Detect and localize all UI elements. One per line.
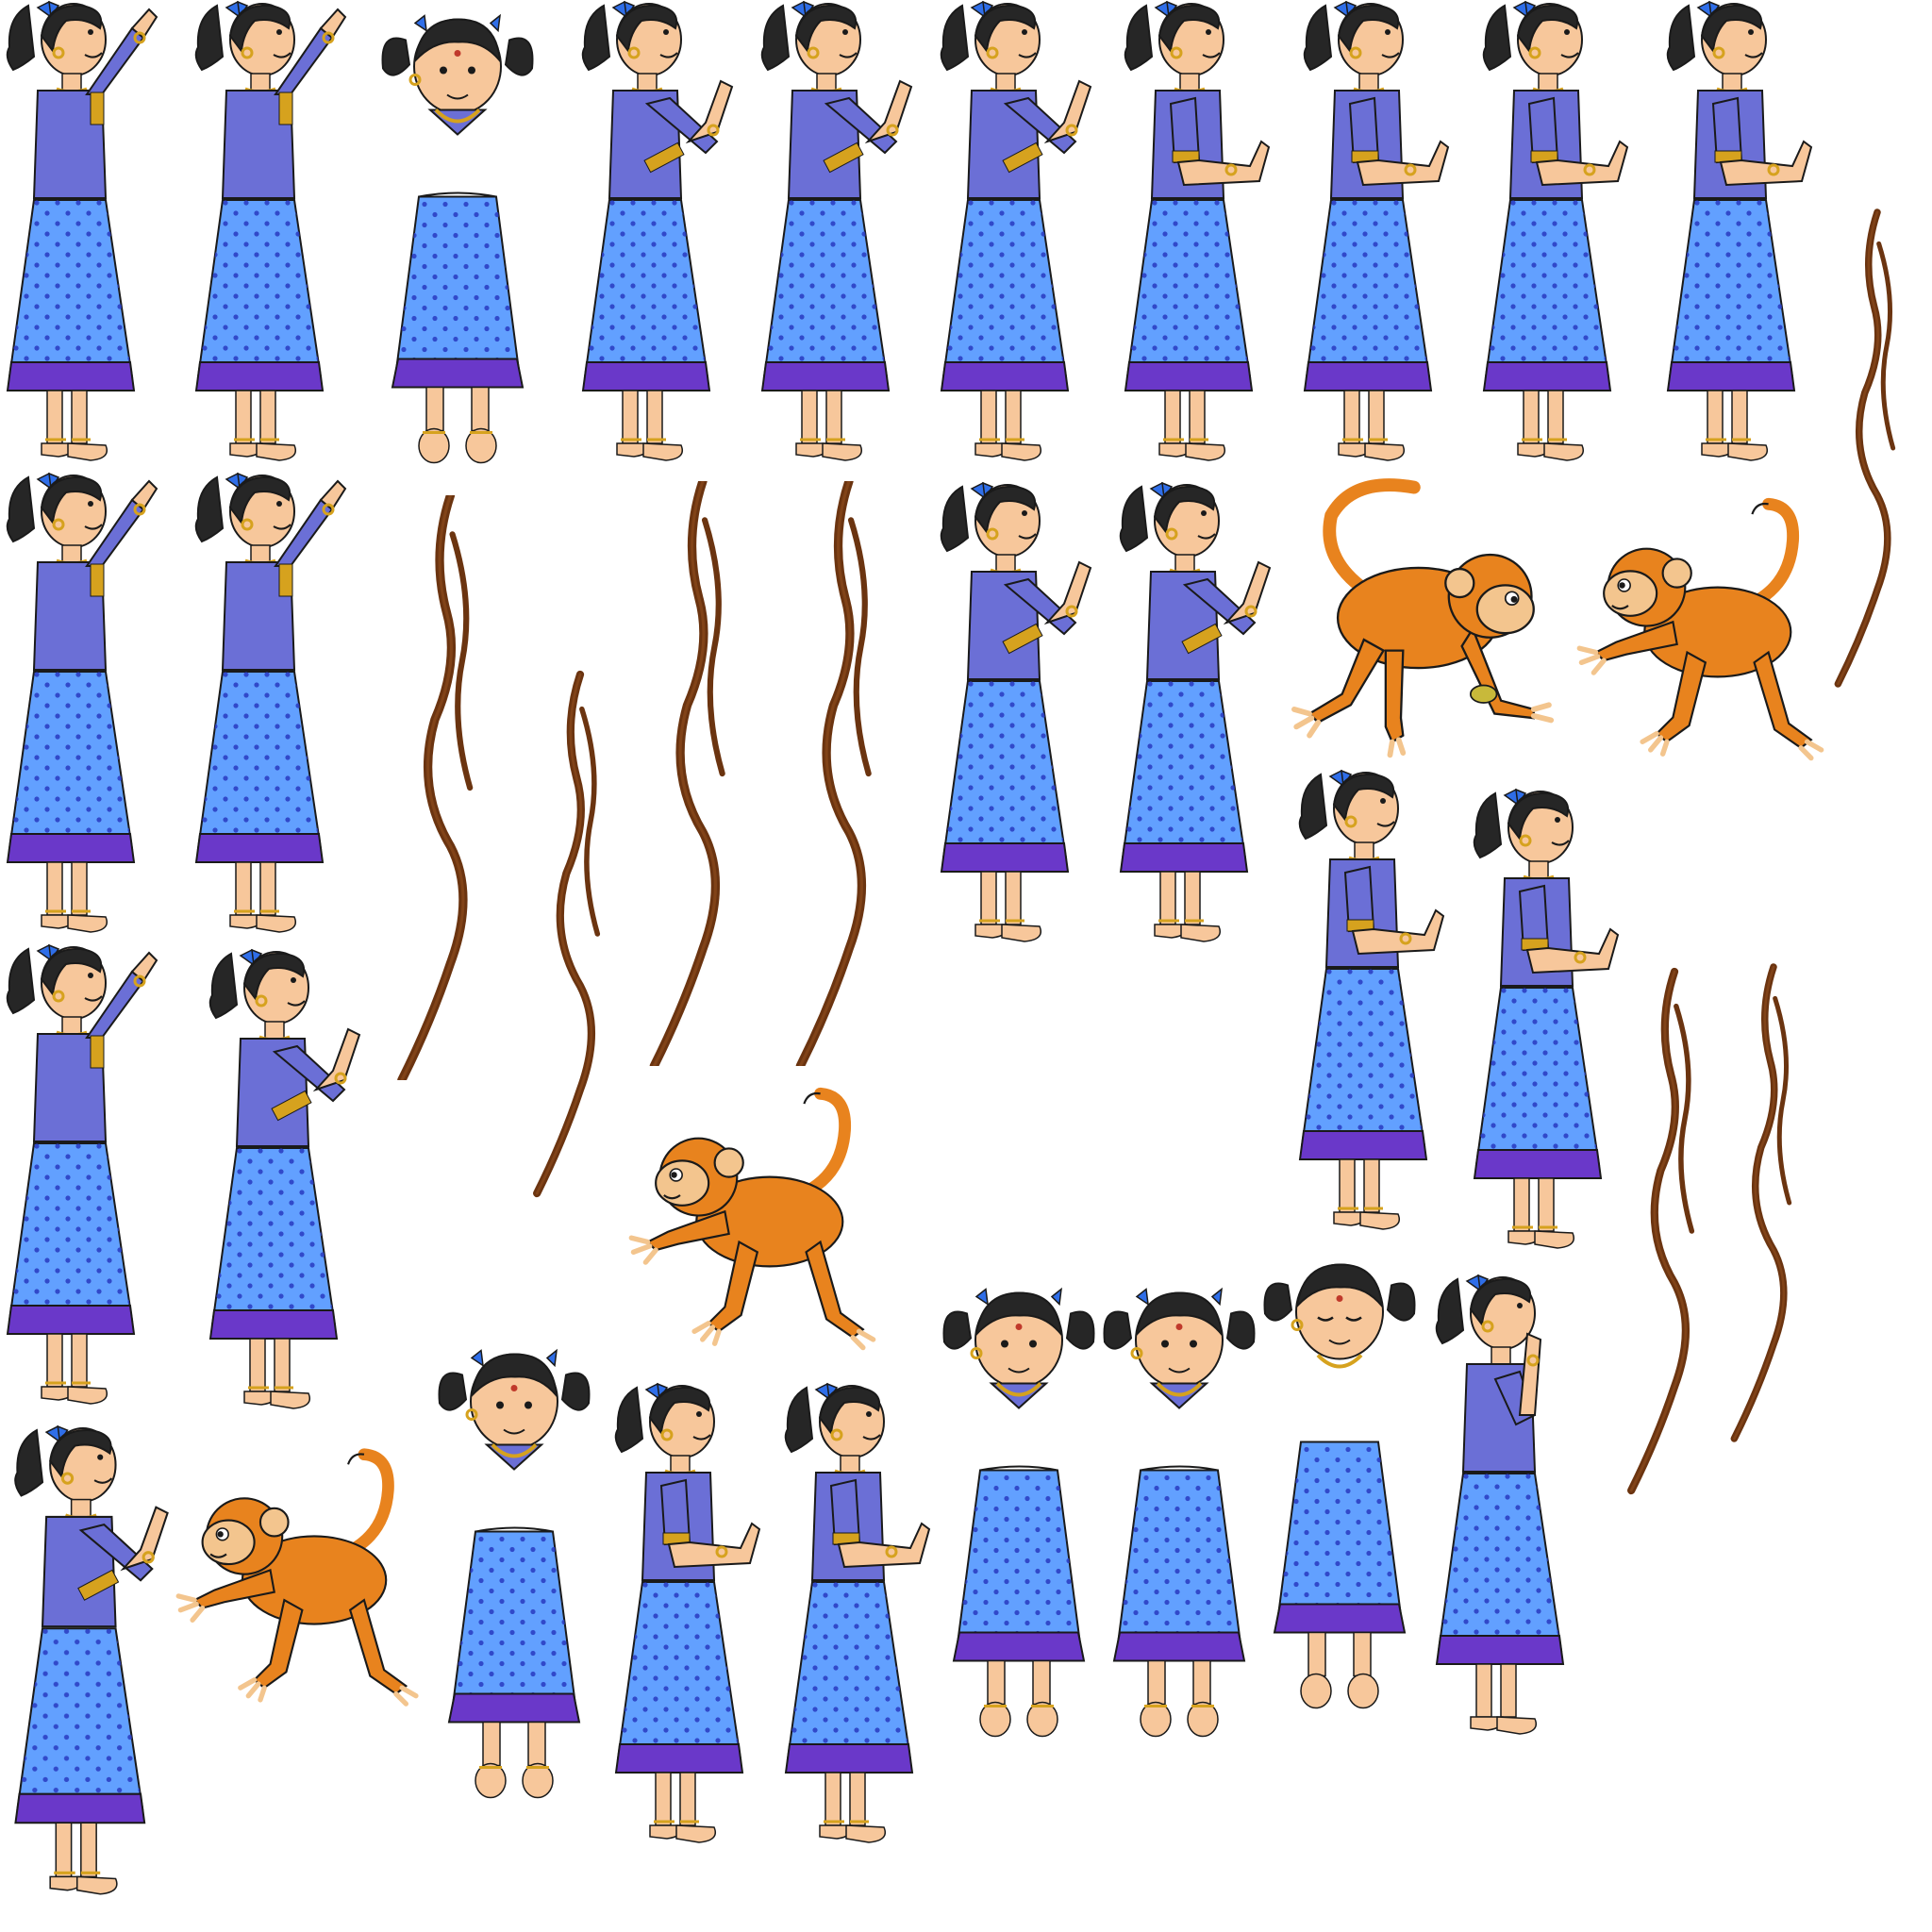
sprite-girl-hold-out: [1473, 788, 1620, 1250]
sprite-girl-hold-out: [1298, 769, 1445, 1231]
sprite-vine: [654, 481, 722, 1066]
sprite-monkey-reach: [178, 1454, 416, 1704]
sprite-girl-hold-out: [614, 1382, 761, 1844]
sprite-vine: [1734, 967, 1789, 1439]
sprite-girl-hold-out: [1666, 0, 1813, 462]
sprite-girl-reach-forward: [13, 1424, 170, 1896]
sprite-girl-front-parts: [440, 1351, 590, 1798]
sprite-girl-hold-out: [1124, 0, 1271, 462]
sprite-girl-reach-up: [6, 0, 158, 462]
sprite-girl-hold-out: [1303, 0, 1450, 462]
sprite-vine: [800, 481, 868, 1066]
sprite-girl-reach-forward: [940, 0, 1092, 462]
sprite-vine: [1631, 972, 1691, 1491]
sprite-girl-hand-to-mouth: [1435, 1274, 1565, 1736]
sprite-monkey-crouch: [1294, 485, 1551, 755]
sprite-girl-hold-out: [784, 1382, 931, 1844]
sprite-girl-reach-forward: [1119, 481, 1272, 943]
sprite-girl-hold-out: [1482, 0, 1629, 462]
sprite-girl-front-parts: [944, 1290, 1094, 1737]
sprite-girl-reach-up: [194, 0, 347, 462]
sprite-girl-reach-forward: [760, 0, 913, 462]
sprite-monkey-reach: [631, 1093, 873, 1348]
sprite-vine: [402, 495, 470, 1080]
sprite-monkey-reach: [1579, 504, 1821, 758]
sprite-girl-reach-forward: [581, 0, 734, 462]
sprite-vine: [537, 675, 597, 1193]
sprite-girl-reach-up: [6, 472, 158, 934]
sprite-girl-front-parts: [1105, 1290, 1255, 1737]
sprite-girl-reach-forward: [940, 481, 1092, 943]
sprite-girl-front-parts: [383, 16, 533, 463]
sprite-girl-reach-forward: [208, 948, 361, 1410]
sprite-girl-reach-up: [194, 472, 347, 934]
sprite-girl-eyes-closed: [1265, 1265, 1415, 1708]
sprite-girl-reach-up: [6, 943, 158, 1406]
sprite-vine: [1838, 212, 1892, 684]
